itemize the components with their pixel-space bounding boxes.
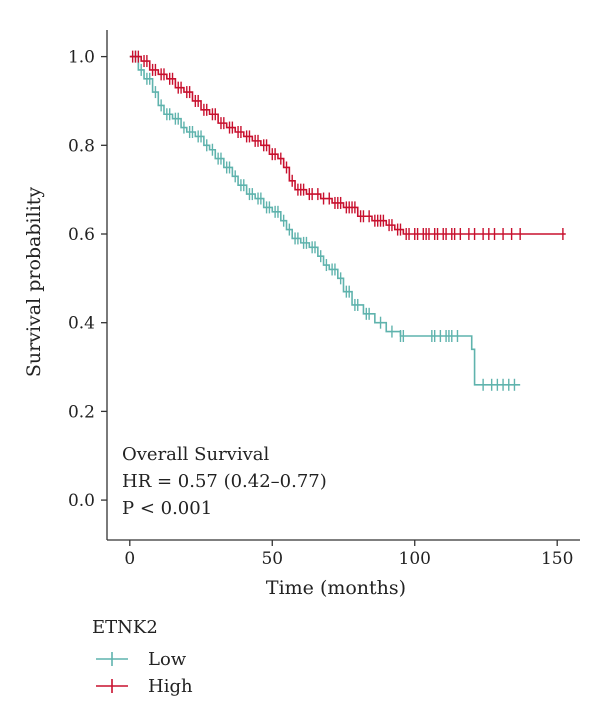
annotation-hr: HR = 0.57 (0.42–0.77) <box>122 471 327 492</box>
legend: ETNK2 Low High <box>92 617 193 697</box>
y-tick-label: 0.4 <box>68 314 95 334</box>
y-tick-label: 0.0 <box>68 491 95 511</box>
y-ticks: 0.0 0.2 0.4 0.6 0.8 1.0 <box>68 48 107 511</box>
legend-item-low: Low <box>96 649 187 670</box>
x-tick-label: 100 <box>399 549 431 569</box>
x-ticks: 0 50 100 150 <box>124 540 573 569</box>
y-tick-label: 0.2 <box>68 402 95 422</box>
legend-item-high: High <box>96 676 193 697</box>
legend-title: ETNK2 <box>92 617 158 638</box>
series-line-high <box>129 55 566 235</box>
y-axis-title: Survival probability <box>23 187 45 378</box>
x-tick-label: 150 <box>541 549 573 569</box>
legend-label-low: Low <box>148 649 187 670</box>
x-tick-label: 0 <box>124 549 135 569</box>
x-axis-title: Time (months) <box>266 577 406 599</box>
annotation-p: P < 0.001 <box>122 498 212 519</box>
survival-curves <box>129 50 566 391</box>
legend-label-high: High <box>148 676 193 697</box>
annotation-title: Overall Survival <box>122 444 270 465</box>
series-line-low <box>129 55 521 386</box>
x-tick-label: 50 <box>261 549 283 569</box>
y-tick-label: 0.6 <box>68 225 95 245</box>
y-tick-label: 1.0 <box>68 48 95 68</box>
y-tick-label: 0.8 <box>68 136 95 156</box>
